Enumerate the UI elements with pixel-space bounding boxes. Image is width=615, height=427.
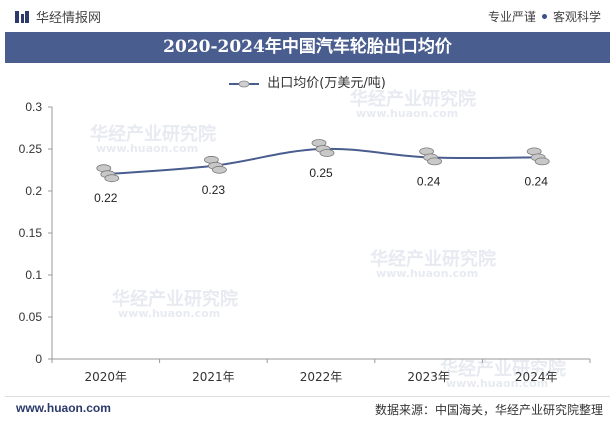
line-chart: 0 0.05 0.1 0.15 0.2 0.25 0.3 2020年 2021年 2022年 202… <box>19 100 591 384</box>
coin-icon <box>104 174 120 183</box>
x-tick-label: 2020年 <box>85 370 128 384</box>
footer-source: 数据来源：中国海关，华经产业研究院整理 <box>374 403 603 417</box>
data-point-marker <box>96 164 120 183</box>
y-tick-label: 0.15 <box>19 226 43 240</box>
y-tick-label: 0.2 <box>25 184 42 198</box>
legend-line-icon <box>229 80 260 87</box>
footer-divider <box>5 396 610 397</box>
x-tick-label: 2024年 <box>515 370 558 384</box>
data-label: 0.22 <box>94 191 118 205</box>
x-tick-label: 2021年 <box>192 370 235 384</box>
coin-icon <box>211 165 227 174</box>
slogan-left: 专业严谨 <box>487 10 536 24</box>
slogan-dot-icon <box>541 14 547 19</box>
y-tick-label: 0.25 <box>19 142 43 156</box>
brand-name: 华经情报网 <box>36 11 102 26</box>
data-point-marker <box>203 155 227 174</box>
data-label: 0.23 <box>202 183 226 197</box>
data-label: 0.25 <box>309 166 333 180</box>
data-label: 0.24 <box>417 174 441 188</box>
y-tick-label: 0.05 <box>19 310 43 324</box>
data-label: 0.24 <box>525 174 549 188</box>
chart-title: 2020-2024年中国汽车轮胎出口均价 <box>5 32 610 63</box>
y-tick-label: 0.1 <box>25 268 42 282</box>
data-point-marker <box>419 147 443 166</box>
y-tick-label: 0.3 <box>25 100 42 114</box>
slogan: 专业严谨 客观科学 <box>488 8 601 25</box>
data-point-marker <box>311 139 335 157</box>
legend: 出口均价(万美元/吨) <box>0 72 615 91</box>
legend-label: 出口均价(万美元/吨) <box>267 76 386 91</box>
x-tick-label: 2023年 <box>407 370 450 384</box>
slogan-right: 客观科学 <box>552 10 601 24</box>
footer-website: www.huaon.com <box>16 401 111 415</box>
coin-icon <box>319 149 335 157</box>
coin-icon <box>427 157 443 166</box>
brand-logo-icon <box>15 10 29 23</box>
y-tick-label: 0 <box>35 352 42 366</box>
top-bar: 华经情报网 专业严谨 客观科学 <box>0 0 615 32</box>
coin-icon <box>534 157 550 166</box>
brand: 华经情报网 <box>14 7 101 26</box>
data-point-marker <box>526 147 550 166</box>
x-tick-label: 2022年 <box>300 370 343 384</box>
